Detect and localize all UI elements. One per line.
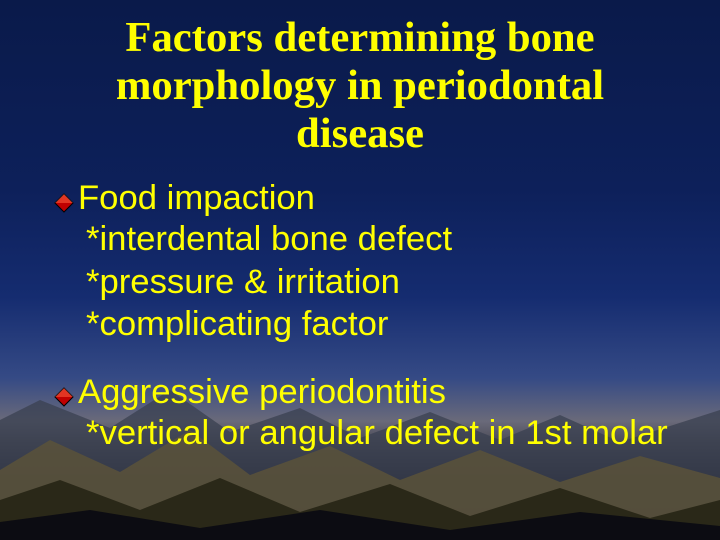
bullet-sub: *complicating factor — [54, 303, 672, 345]
bullet-head: Food impaction — [78, 179, 315, 218]
slide-title: Factors determining bone morphology in p… — [48, 14, 672, 157]
bullet-head: Aggressive periodontitis — [78, 373, 446, 412]
slide-body: Food impaction *interdental bone defect … — [48, 179, 672, 454]
bullet-sub: *pressure & irritation — [54, 261, 672, 303]
bullet-sub: *interdental bone defect — [54, 218, 672, 260]
bullet-item: Aggressive periodontitis — [54, 373, 672, 412]
bullet-sub: *vertical or angular defect in 1st molar — [54, 412, 672, 454]
spacer — [54, 345, 672, 373]
slide: Factors determining bone morphology in p… — [0, 0, 720, 540]
title-line-1: Factors determining bone — [125, 14, 594, 61]
diamond-bullet-icon — [54, 183, 74, 222]
bullet-item: Food impaction — [54, 179, 672, 218]
diamond-bullet-icon — [54, 377, 74, 416]
title-line-2: morphology in periodontal disease — [116, 62, 604, 157]
